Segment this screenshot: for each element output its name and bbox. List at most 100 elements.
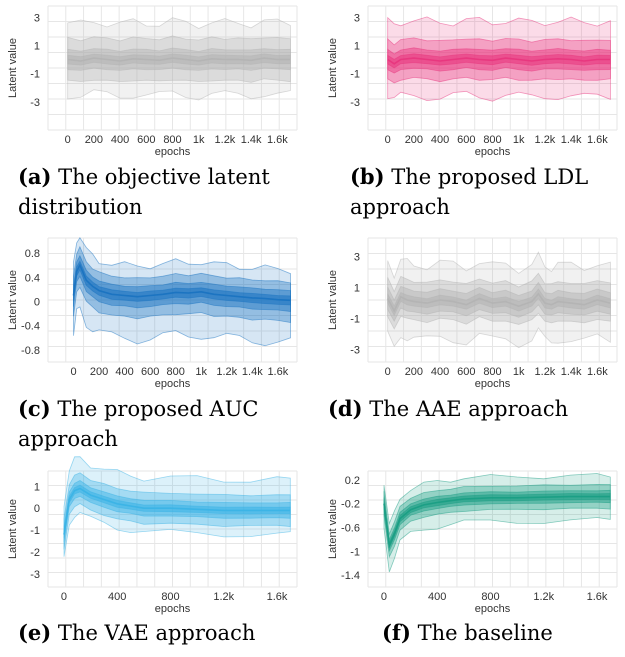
x-axis-title: epochs: [475, 603, 511, 615]
chart-c-svg: 0.8 0.4 0 -0.4 -0.8 0 200 400 600 800 1k 1.2k 1.4k 1.…: [7, 237, 298, 390]
band-b-0: [387, 53, 611, 69]
caption-d-text: The AAE approach: [369, 397, 569, 421]
caption-a-tag: (a): [18, 164, 52, 189]
x-tick-label: 800: [163, 134, 181, 146]
x-tick-label: 600: [141, 366, 159, 378]
caption-a: (a) The objective latent distribution: [18, 162, 310, 222]
y-tick-label: 0: [34, 297, 40, 309]
median-line-f: [383, 495, 611, 549]
y-tick-label: -3: [350, 97, 360, 109]
y-tick-label: -1: [350, 546, 360, 558]
y-tick-label: -3: [350, 345, 360, 357]
y-tick-label: 3: [354, 12, 360, 24]
median-line-b: [387, 57, 611, 65]
y-tick-label: 0.4: [25, 272, 40, 284]
y-axis-title: Latent value: [7, 38, 19, 98]
y-tick-label: -1: [30, 525, 40, 537]
caption-b: (b) The proposed LDL approach: [350, 162, 625, 222]
x-tick-label: 1.2k: [215, 134, 236, 146]
grid-f: [367, 470, 618, 588]
x-tick-label: 600: [137, 134, 155, 146]
chart-f-svg: 0.2 -0.2 -0.6 -1 -1.4 0 400 800 1.2k 1.6k epochs La…: [327, 470, 618, 615]
caption-a-text: The objective latent distribution: [18, 165, 270, 219]
median-line-d: [386, 292, 611, 313]
y-tick-label: -1: [350, 314, 360, 326]
caption-b-tag: (b): [350, 164, 385, 189]
y-tick-label: -0.2: [341, 499, 360, 511]
x-tick-label: 400: [431, 134, 449, 146]
y-axis-title: Latent value: [327, 38, 339, 98]
chart-d: 3 1 -1 -3 0 200 400 600 800 1k 1.2k 1.4k 1.6k epochs L…: [320, 232, 625, 392]
x-tick-label: 1k: [195, 366, 207, 378]
x-tick-label: 1.2k: [535, 134, 556, 146]
median-line-a: [67, 57, 291, 62]
y-axis-title: Latent value: [7, 499, 19, 559]
chart-b-svg: 3 1 -1 -3 0 200 400 600 800 1k 1.2k 1.4k 1.6k epochs L…: [327, 5, 618, 158]
median-line-c: [72, 263, 291, 302]
chart-a-svg: 3 1 -1 -3 0 200 400 600 800 1k 1.2k 1.4k 1.6k epochs L…: [7, 5, 298, 158]
y-tick-label: 3: [354, 252, 360, 264]
y-axis-title: Latent value: [327, 270, 339, 330]
x-tick-label: 1.6k: [267, 134, 288, 146]
x-tick-label: 1.4k: [241, 134, 262, 146]
x-tick-label: 200: [90, 366, 108, 378]
chart-e: 1 0 -1 -2 -3 0 400 800 1.2k 1.6k epochs Latent valu…: [0, 456, 305, 617]
x-tick-label: 800: [161, 591, 179, 603]
x-tick-label: 0: [381, 591, 387, 603]
caption-c: (c) The proposed AUC approach: [18, 394, 310, 454]
x-tick-label: 1.4k: [242, 366, 263, 378]
x-tick-label: 800: [481, 591, 499, 603]
caption-c-tag: (c): [18, 396, 51, 421]
y-tick-label: -3: [30, 569, 40, 581]
y-tick-label: 0.8: [25, 248, 40, 260]
x-tick-label: 1.6k: [267, 366, 288, 378]
x-axis-title: epochs: [155, 378, 191, 390]
median-line-e: [63, 487, 291, 535]
caption-f: (f) The baseline: [382, 618, 625, 648]
x-axis-title: epochs: [155, 146, 191, 158]
y-tick-label: 3: [34, 12, 40, 24]
x-tick-label: 1k: [193, 134, 205, 146]
x-tick-label: 1.6k: [587, 591, 608, 603]
x-tick-label: 600: [457, 134, 475, 146]
x-tick-label: 400: [111, 134, 129, 146]
x-tick-label: 1.6k: [587, 134, 608, 146]
x-tick-label: 200: [405, 134, 423, 146]
y-tick-label: -1.4: [341, 570, 360, 582]
y-tick-label: 1: [34, 40, 40, 52]
band-c-0: [73, 260, 291, 306]
y-tick-label: -3: [30, 97, 40, 109]
x-tick-label: 400: [115, 366, 133, 378]
x-tick-label: 400: [431, 366, 449, 378]
caption-e-tag: (e): [18, 620, 52, 645]
x-tick-label: 0: [61, 591, 67, 603]
x-tick-label: 800: [483, 366, 501, 378]
y-tick-label: -0.4: [21, 321, 40, 333]
y-tick-label: -0.6: [341, 523, 360, 535]
caption-e: (e) The VAE approach: [18, 618, 310, 648]
x-tick-label: 400: [428, 591, 446, 603]
x-tick-label: 1.6k: [267, 591, 288, 603]
band-e-0: [63, 484, 291, 538]
x-tick-label: 0: [385, 134, 391, 146]
x-tick-label: 200: [85, 134, 103, 146]
grid-b: [367, 5, 618, 131]
caption-e-text: The VAE approach: [57, 621, 256, 645]
y-tick-label: 1: [354, 283, 360, 295]
caption-f-text: The baseline: [417, 621, 553, 645]
x-axis-title: epochs: [475, 146, 511, 158]
x-tick-label: 1k: [513, 134, 525, 146]
chart-d-svg: 3 1 -1 -3 0 200 400 600 800 1k 1.2k 1.4k 1.6k epochs L…: [327, 237, 618, 390]
caption-b-text: The proposed LDL approach: [350, 165, 589, 219]
grid-a: [47, 5, 298, 131]
chart-c: 0.8 0.4 0 -0.4 -0.8 0 200 400 600 800 1k 1.2k 1.4k 1.…: [0, 232, 305, 392]
x-tick-label: 1k: [513, 366, 525, 378]
y-tick-label: -0.8: [21, 345, 40, 357]
x-tick-label: 800: [167, 366, 185, 378]
x-tick-label: 0: [385, 366, 391, 378]
x-tick-label: 200: [405, 366, 423, 378]
x-tick-label: 1.4k: [561, 134, 582, 146]
x-tick-label: 600: [457, 366, 475, 378]
x-tick-label: 400: [108, 591, 126, 603]
caption-d-tag: (d): [328, 396, 363, 421]
